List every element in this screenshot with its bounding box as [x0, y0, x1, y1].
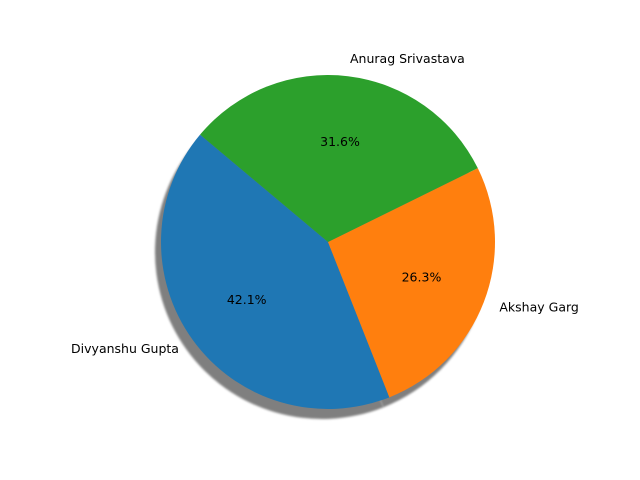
slice-percent-divyanshu-gupta: 42.1%	[227, 292, 267, 307]
pie-slice-anurag-srivastava	[200, 74, 478, 243]
slice-percent-anurag-srivastava: 31.6%	[320, 134, 360, 149]
pie-labels: Divyanshu Gupta 42.1% Akshay Garg 26.3% Anur…	[71, 51, 579, 356]
pie-slices	[161, 74, 495, 410]
slice-label-anurag-srivastava: Anurag Srivastava	[350, 51, 465, 66]
pie-slice-akshay-garg	[328, 168, 495, 398]
pie-slice-divyanshu-gupta	[161, 134, 390, 410]
slice-label-akshay-garg: Akshay Garg	[499, 300, 578, 315]
slice-label-divyanshu-gupta: Divyanshu Gupta	[71, 341, 179, 356]
slice-percent-akshay-garg: 26.3%	[402, 270, 442, 285]
